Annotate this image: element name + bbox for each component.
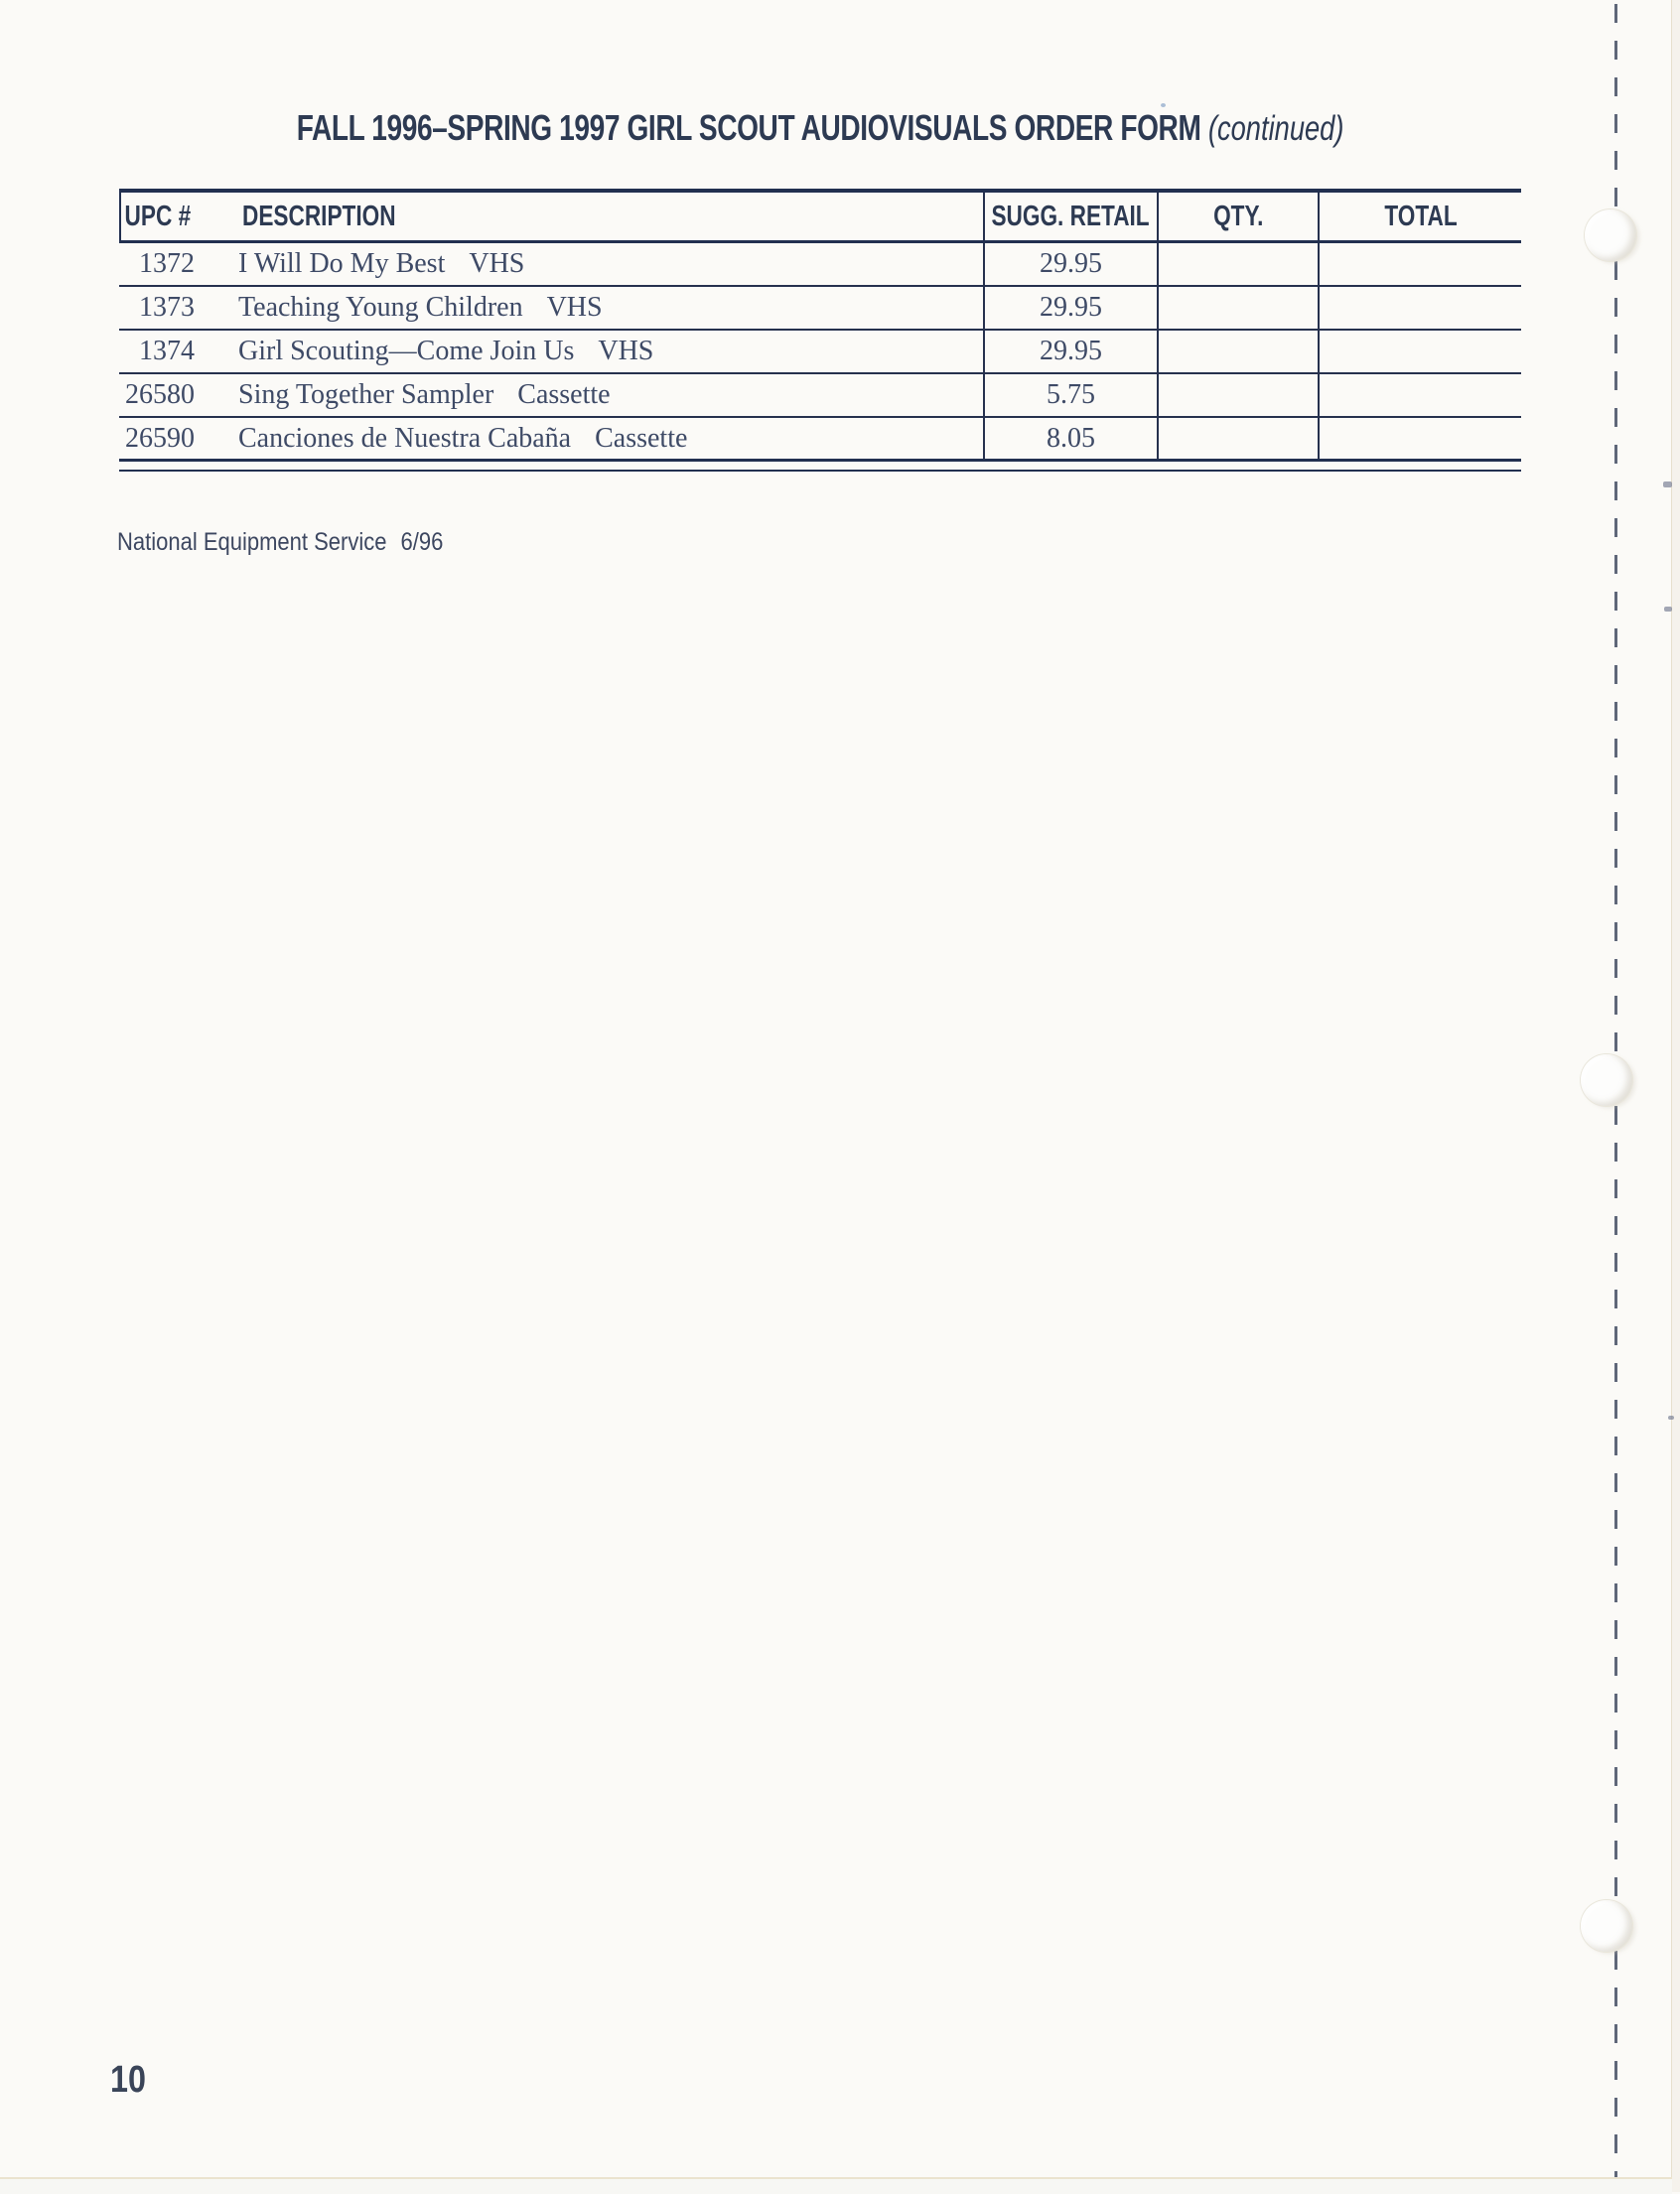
punch-hole-bottom: [1581, 1900, 1632, 1952]
upc-cell: 1373: [139, 292, 195, 323]
header-cell-upc-description: UPC # DESCRIPTION: [119, 193, 983, 240]
description-cell: Teaching Young Children VHS: [238, 292, 603, 323]
qty-cell: [1157, 287, 1318, 329]
qty-cell: [1157, 331, 1318, 372]
column-header-total: TOTAL: [1383, 200, 1458, 232]
table-row: 1374 Girl Scouting—Come Join Us VHS 29.95: [119, 331, 1521, 374]
order-form-title: FALL 1996–SPRING 1997 GIRL SCOUT AUDIOVI…: [296, 107, 1201, 148]
table-row: 26580 Sing Together Sampler Cassette 5.75: [119, 374, 1521, 418]
table-row: 1373 Teaching Young Children VHS 29.95: [119, 287, 1521, 331]
total-cell: [1318, 418, 1521, 459]
table-header-row: UPC # DESCRIPTION SUGG. RETAIL QTY. TOTA…: [119, 193, 1521, 243]
order-table: UPC # DESCRIPTION SUGG. RETAIL QTY. TOTA…: [119, 189, 1521, 472]
paper-edge-bottom: [0, 2177, 1672, 2194]
sugg-retail-cell: 8.05: [983, 418, 1157, 459]
format-label: Cassette: [517, 379, 611, 410]
punch-hole-middle: [1581, 1054, 1632, 1106]
description-cell: Canciones de Nuestra Cabaña Cassette: [238, 422, 688, 454]
page-number: 10: [110, 2059, 146, 2101]
total-cell: [1318, 331, 1521, 372]
scan-artifact: [1161, 103, 1166, 107]
format-label: VHS: [469, 248, 525, 279]
sugg-retail-cell: 29.95: [983, 243, 1157, 285]
upc-cell: 26580: [125, 379, 195, 410]
qty-cell: [1157, 243, 1318, 285]
upc-cell: 1374: [139, 336, 195, 366]
total-cell: [1318, 287, 1521, 329]
sugg-retail-cell: 5.75: [983, 374, 1157, 416]
scan-artifact: [1668, 1416, 1674, 1420]
description-cell: Girl Scouting—Come Join Us VHS: [238, 336, 654, 366]
punch-hole-top: [1585, 209, 1636, 261]
header-cell-total: TOTAL: [1318, 193, 1521, 240]
column-header-sugg-retail: SUGG. RETAIL: [991, 200, 1151, 232]
page-title: FALL 1996–SPRING 1997 GIRL SCOUT AUDIOVI…: [0, 107, 1640, 149]
sugg-retail-cell: 29.95: [983, 331, 1157, 372]
table-row: 1372 I Will Do My Best VHS 29.95: [119, 243, 1521, 287]
total-cell: [1318, 243, 1521, 285]
footer-note-text: National Equipment Service: [117, 528, 387, 556]
column-header-description: DESCRIPTION: [242, 200, 396, 232]
description-cell: I Will Do My Best VHS: [238, 248, 525, 279]
scan-artifact: [1663, 481, 1672, 487]
scan-artifact: [1664, 607, 1672, 612]
footer-note-date: 6/96: [400, 528, 444, 556]
format-label: VHS: [546, 292, 603, 323]
column-header-upc: UPC #: [124, 200, 192, 232]
total-cell: [1318, 374, 1521, 416]
table-bottom-double-rule: [119, 462, 1521, 472]
table-row: 26590 Canciones de Nuestra Cabaña Cassett…: [119, 418, 1521, 462]
continued-label: (continued): [1207, 109, 1344, 148]
paper-edge-right: [1671, 0, 1680, 2192]
footer-note: National Equipment Service 6/96: [117, 528, 443, 557]
column-header-qty: QTY.: [1212, 200, 1264, 232]
header-cell-qty: QTY.: [1157, 193, 1318, 240]
upc-cell: 1372: [139, 248, 195, 279]
qty-cell: [1157, 374, 1318, 416]
description-cell: Sing Together Sampler Cassette: [238, 379, 611, 410]
format-label: Cassette: [595, 422, 688, 454]
upc-cell: 26590: [125, 422, 195, 454]
format-label: VHS: [598, 336, 654, 366]
header-cell-sugg-retail: SUGG. RETAIL: [983, 193, 1157, 240]
sugg-retail-cell: 29.95: [983, 287, 1157, 329]
qty-cell: [1157, 418, 1318, 459]
